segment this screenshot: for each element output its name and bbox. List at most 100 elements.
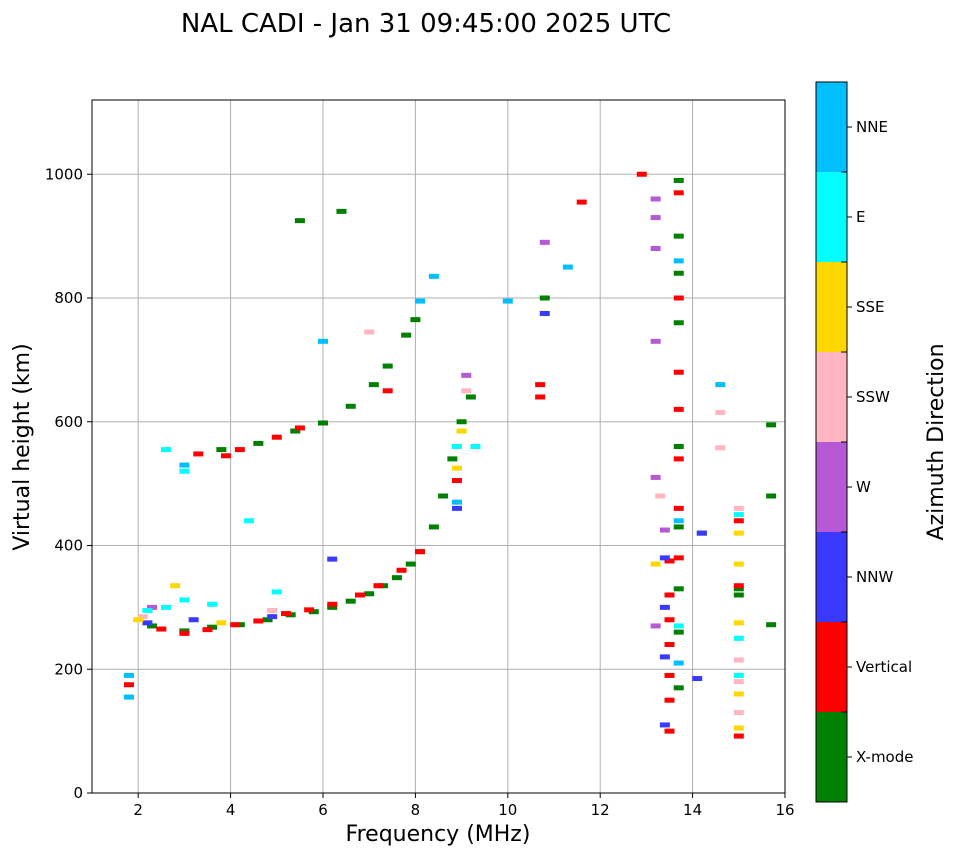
echo-point <box>659 527 670 533</box>
x-tick-label: 4 <box>226 801 236 819</box>
echo-point <box>216 447 227 453</box>
colorbar-segment <box>816 712 847 802</box>
echo-point <box>733 561 744 567</box>
echo-point <box>382 363 393 369</box>
echo-point <box>451 505 462 511</box>
echo-point <box>733 733 744 739</box>
data-marks <box>123 171 777 739</box>
echo-point <box>391 575 402 581</box>
colorbar-tick-label: E <box>856 208 865 226</box>
series-x-mode <box>147 177 777 691</box>
echo-point <box>415 549 426 555</box>
echo-point <box>733 710 744 716</box>
echo-point <box>428 524 439 530</box>
echo-point <box>673 233 684 239</box>
x-tick-label: 14 <box>683 801 702 819</box>
echo-point <box>664 672 675 678</box>
echo-point <box>715 382 726 388</box>
echo-point <box>696 530 707 536</box>
echo-point <box>451 499 462 505</box>
echo-point <box>253 618 264 624</box>
echo-point <box>664 642 675 647</box>
echo-point <box>673 177 684 183</box>
echo-point <box>650 474 661 480</box>
x-axis-ticks: 2 4 6 8 10 12 14 16 <box>133 793 795 819</box>
echo-point <box>451 465 462 471</box>
echo-point <box>733 679 744 685</box>
echo-point <box>539 239 550 245</box>
echo-point <box>766 622 777 628</box>
echo-point <box>451 478 462 484</box>
echo-point <box>673 444 684 449</box>
x-tick-label: 8 <box>411 801 421 819</box>
x-tick-label: 12 <box>591 801 610 819</box>
echo-point <box>234 447 245 453</box>
echo-point <box>650 215 661 221</box>
echo-point <box>294 425 305 431</box>
echo-point <box>345 598 356 604</box>
colorbar-tick-label: Vertical <box>856 658 912 676</box>
echo-point <box>142 620 153 626</box>
echo-point <box>294 218 305 224</box>
echo-point <box>655 493 666 499</box>
echo-point <box>451 444 462 449</box>
echo-point <box>733 635 744 641</box>
echo-point <box>147 623 158 629</box>
echo-point <box>465 394 476 400</box>
echo-point <box>715 409 726 415</box>
y-axis-label: Virtual height (km) <box>10 343 35 550</box>
echo-point <box>281 611 292 617</box>
echo-point <box>415 298 426 304</box>
x-axis-label: Frequency (MHz) <box>346 822 531 847</box>
echo-point <box>179 468 190 474</box>
echo-point <box>345 403 356 409</box>
echo-point <box>650 246 661 251</box>
colorbar-tick-label: W <box>856 478 871 496</box>
colorbar-tick-label: X-mode <box>856 748 913 766</box>
echo-point <box>659 604 670 610</box>
echo-point <box>318 420 328 426</box>
echo-point <box>216 620 227 626</box>
echo-point <box>715 445 726 451</box>
echo-point <box>188 617 199 623</box>
echo-point <box>438 493 449 499</box>
echo-point <box>327 604 338 610</box>
echo-point <box>202 627 213 633</box>
series-e <box>142 444 744 678</box>
x-tick-label: 10 <box>498 801 517 819</box>
echo-point <box>179 630 190 636</box>
echo-point <box>673 586 684 592</box>
echo-point <box>267 607 278 613</box>
echo-point <box>650 338 661 344</box>
echo-point <box>160 447 171 453</box>
grid <box>92 100 785 793</box>
echo-point <box>364 591 375 597</box>
echo-point <box>170 583 181 589</box>
echo-point <box>336 208 347 214</box>
colorbar-segment <box>816 442 847 532</box>
echo-point <box>733 530 744 536</box>
echo-point <box>539 295 550 301</box>
echo-point <box>673 629 684 635</box>
echo-point <box>267 614 278 620</box>
echo-point <box>410 317 421 323</box>
echo-point <box>650 561 661 567</box>
echo-point <box>207 601 218 607</box>
series-nne <box>123 258 726 700</box>
echo-point <box>364 329 375 335</box>
echo-point <box>461 388 472 394</box>
colorbar-segment <box>816 622 847 712</box>
echo-point <box>659 654 670 660</box>
colorbar-tick-label: SSW <box>856 388 890 406</box>
echo-point <box>123 682 134 688</box>
echo-point <box>253 440 264 446</box>
echo-point <box>262 617 273 623</box>
colorbar-segment <box>816 172 847 262</box>
echo-point <box>733 583 744 589</box>
echo-point <box>733 586 744 592</box>
echo-point <box>535 394 546 400</box>
echo-point <box>673 456 684 462</box>
echo-point <box>327 601 338 607</box>
echo-point <box>539 310 550 316</box>
colorbar-tick-label: NNE <box>856 118 888 136</box>
